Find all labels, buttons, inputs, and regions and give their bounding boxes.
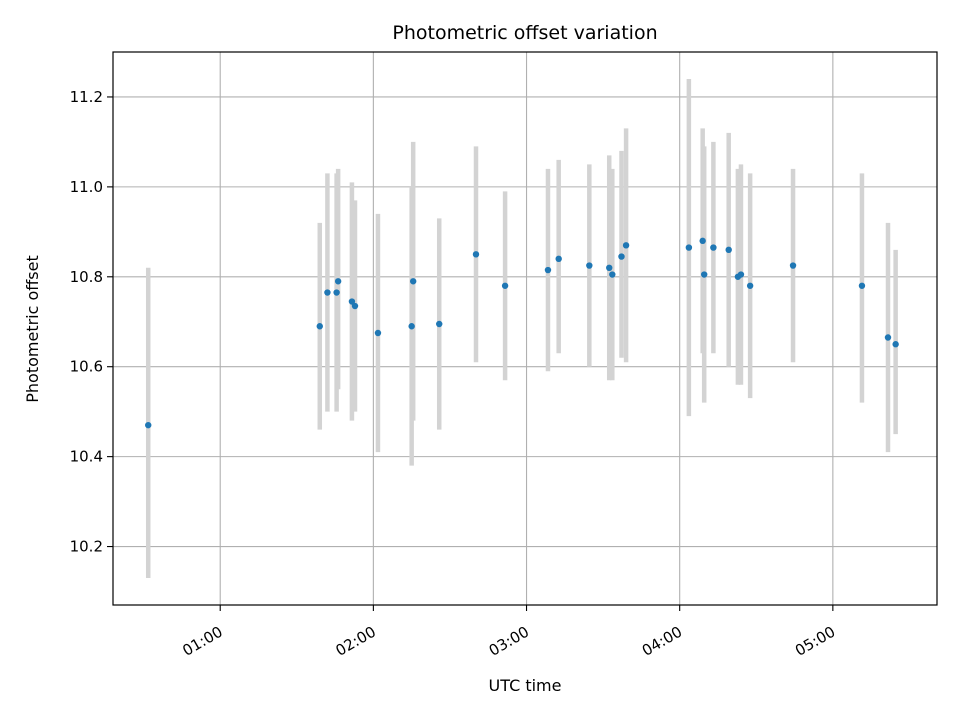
y-axis-label: Photometric offset xyxy=(23,255,42,403)
data-point xyxy=(892,341,899,348)
data-point xyxy=(609,271,616,278)
data-point xyxy=(699,237,706,245)
plot-frame xyxy=(112,51,938,606)
chart-title: Photometric offset variation xyxy=(392,22,657,44)
data-point xyxy=(348,298,356,305)
data-point xyxy=(316,323,323,330)
data-points xyxy=(145,237,899,429)
data-point xyxy=(501,282,509,289)
data-point xyxy=(685,244,693,251)
data-point xyxy=(858,282,866,289)
data-point xyxy=(622,242,630,249)
data-point xyxy=(710,244,717,251)
data-point xyxy=(408,323,415,330)
data-point xyxy=(789,262,797,269)
data-point xyxy=(700,271,708,278)
y-tick-label: 10.4 xyxy=(70,448,103,466)
data-point xyxy=(586,262,593,269)
data-point xyxy=(374,329,382,337)
y-tick-label: 11.0 xyxy=(70,178,103,196)
data-point xyxy=(555,255,562,263)
data-point xyxy=(606,264,613,272)
y-tick-label: 10.2 xyxy=(70,538,103,556)
data-point xyxy=(472,251,480,258)
y-tick-label: 11.2 xyxy=(70,88,103,106)
data-point xyxy=(145,421,152,429)
data-point xyxy=(324,289,331,296)
x-axis-label: UTC time xyxy=(489,676,562,695)
data-point xyxy=(725,246,732,254)
y-tick-label: 10.6 xyxy=(70,358,103,376)
data-point xyxy=(409,278,417,285)
y-axis-ticks: 10.2 10.4 10.6 10.8 11.0 11.2 xyxy=(70,88,113,556)
grid-lines xyxy=(113,52,937,605)
data-point xyxy=(544,266,552,274)
data-point xyxy=(618,253,625,260)
data-point xyxy=(436,320,443,328)
data-point xyxy=(746,282,754,289)
data-point xyxy=(737,271,745,278)
data-point xyxy=(351,302,359,310)
y-tick-label: 10.8 xyxy=(70,268,103,286)
data-point xyxy=(333,289,340,296)
data-point xyxy=(884,334,892,341)
data-point xyxy=(334,278,342,285)
